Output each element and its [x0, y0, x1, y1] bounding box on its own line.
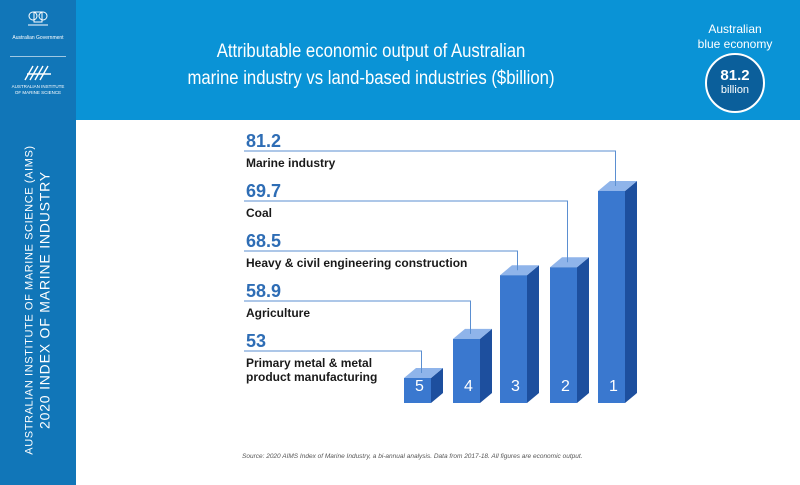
- category-label-3: Heavy & civil engineering construction: [246, 256, 467, 270]
- category-label-4: Agriculture: [246, 306, 310, 320]
- bar-top-4: [453, 328, 492, 339]
- value-label-1: 81.2: [246, 131, 281, 151]
- aims-logo: AUSTRALIAN INSTITUTE OF MARINE SCIENCE: [8, 62, 68, 95]
- blue-economy-badge: 81.2 billion: [705, 53, 765, 113]
- category-label-5-line1: Primary metal & metal: [246, 356, 372, 370]
- bar-rank-2: 2: [561, 378, 570, 395]
- header-banner: [76, 0, 800, 120]
- category-label-2: Coal: [246, 206, 272, 220]
- aims-mark-icon: [24, 65, 51, 81]
- bar-rank-4: 4: [464, 378, 473, 395]
- bar-rank-1: 1: [609, 378, 618, 395]
- australian-government-logo: Australian Government: [10, 8, 66, 41]
- leader-line-2: [244, 200, 568, 263]
- page-title: Attributable economic output of Australi…: [187, 41, 555, 89]
- leader-line-5: [244, 350, 422, 373]
- bar-top-3: [500, 265, 539, 276]
- bar-chart: 5 4 3 2 1 81.2 Marine industry 69.7 Coal 68.5 Heav…: [244, 131, 637, 403]
- gov-label: Australian Government: [12, 35, 64, 41]
- sidebar-vertical-line1: AUSTRALIAN INSTITUTE OF MARINE SCIENCE (…: [23, 145, 36, 455]
- value-label-2: 69.7: [246, 181, 281, 201]
- value-label-5: 53: [246, 331, 266, 351]
- value-label-3: 68.5: [246, 231, 281, 251]
- bar-2: [550, 267, 577, 403]
- category-label-5-line2: product manufacturing: [246, 370, 377, 384]
- bar-1: [598, 191, 625, 403]
- sidebar-vertical-title: AUSTRALIAN INSTITUTE OF MARINE SCIENCE (…: [23, 120, 54, 480]
- sidebar-divider: [10, 56, 66, 57]
- bar-5: [404, 378, 431, 403]
- bar-top-1: [598, 181, 637, 191]
- aims-label: AUSTRALIAN INSTITUTE OF MARINE SCIENCE: [11, 84, 65, 95]
- bar-4: [453, 338, 480, 403]
- leader-line-3: [244, 250, 518, 271]
- badge-unit: billion: [720, 84, 750, 96]
- bar-rank-5: 5: [415, 378, 424, 395]
- leader-line-1: [244, 150, 616, 186]
- leader-line-4: [244, 300, 471, 334]
- bar-side-5: [431, 368, 443, 403]
- bar-3: [500, 275, 527, 403]
- bar-side-4: [480, 328, 492, 403]
- sidebar: Australian Government AUSTRALIAN INSTITU…: [0, 0, 76, 485]
- value-label-4: 58.9: [246, 281, 281, 301]
- category-label-1: Marine industry: [246, 156, 336, 170]
- bar-side-2: [577, 257, 589, 403]
- source-note: Source: 2020 AIMS Index of Marine Indust…: [242, 453, 583, 460]
- sidebar-vertical-line2: 2020 INDEX OF MARINE INDUSTRY: [36, 171, 53, 429]
- bar-top-2: [550, 257, 589, 268]
- badge-label: Australian blue economy: [697, 22, 773, 51]
- bar-side-3: [527, 265, 539, 403]
- bar-side-1: [625, 181, 637, 403]
- bar-top-5: [404, 368, 443, 378]
- bar-rank-3: 3: [511, 378, 520, 395]
- crest-icon: [28, 11, 48, 26]
- badge-value: 81.2: [720, 67, 750, 84]
